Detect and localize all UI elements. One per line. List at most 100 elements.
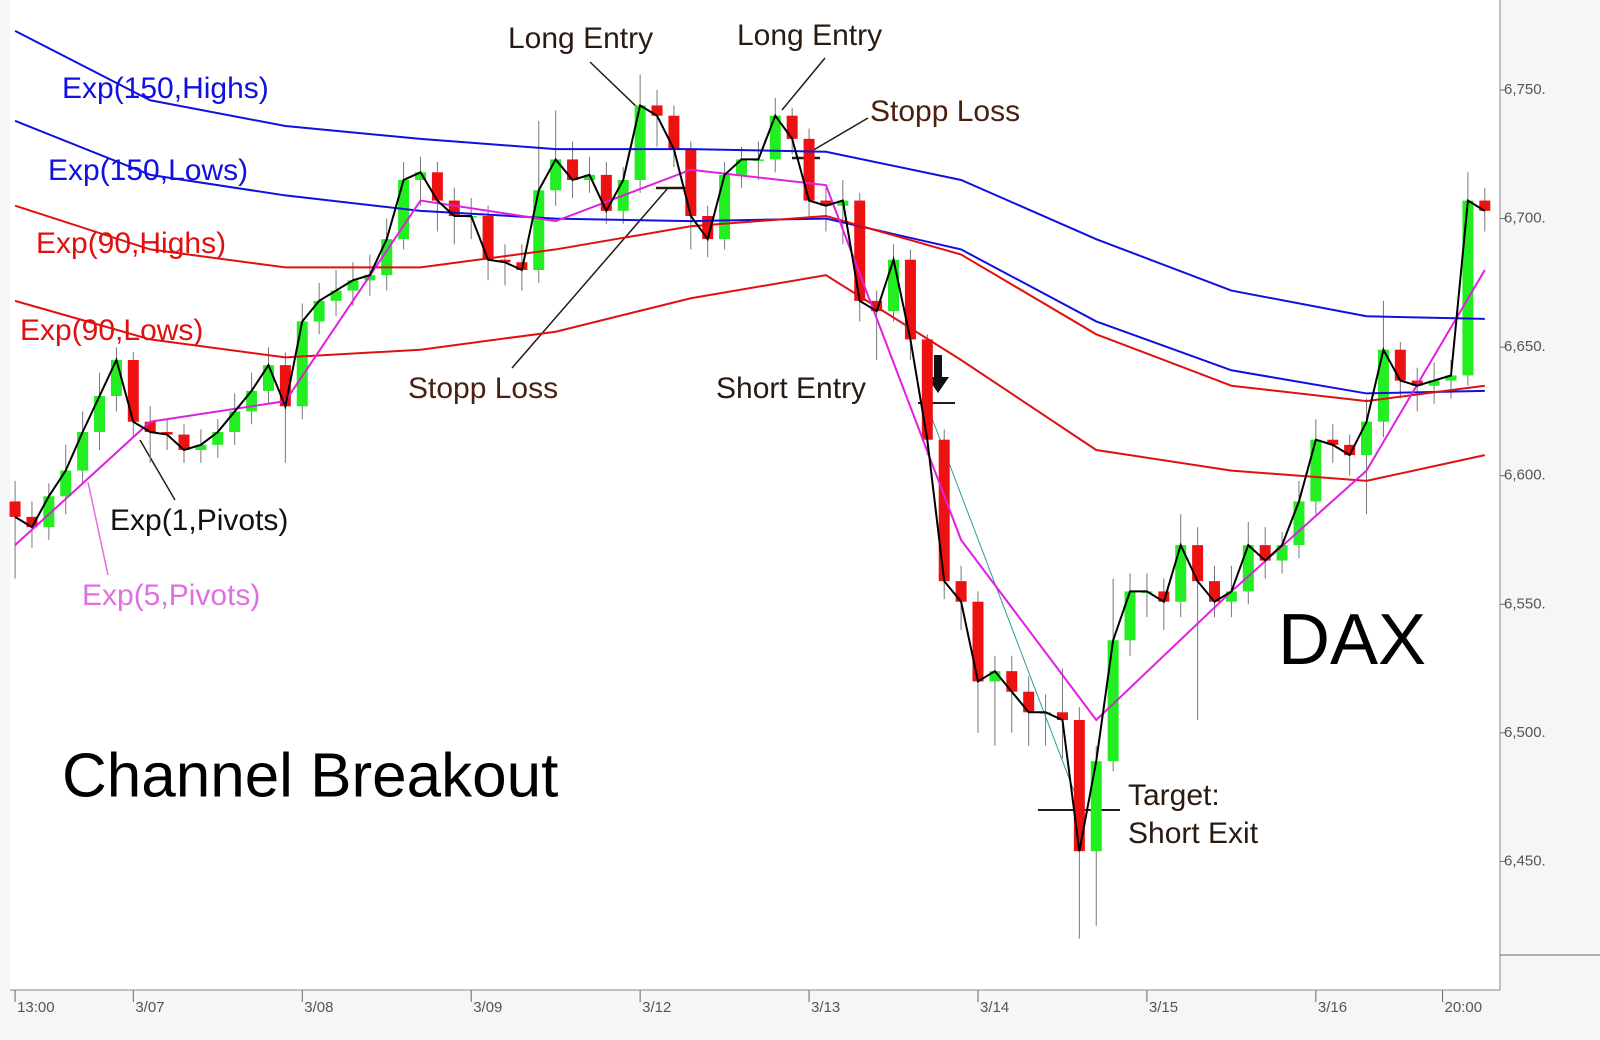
- candle-body: [786, 115, 798, 139]
- candle-body: [431, 172, 443, 201]
- candle-body: [43, 496, 55, 528]
- candle-body: [1361, 421, 1373, 456]
- candle-body: [60, 470, 72, 497]
- candle-body: [77, 432, 89, 471]
- candle-body: [1192, 545, 1204, 582]
- candle-body: [600, 174, 612, 211]
- candle-body: [1090, 761, 1102, 852]
- candle-body: [482, 216, 494, 260]
- x-tick-label: 3/16: [1318, 999, 1347, 1016]
- candle-body: [1225, 591, 1237, 602]
- x-tick-label: 3/07: [135, 999, 164, 1016]
- candle-body: [550, 159, 562, 191]
- candle-body: [1056, 712, 1068, 720]
- candle-body: [364, 275, 376, 281]
- y-tick-label: 6,500.: [1504, 724, 1546, 741]
- candle-body: [1175, 545, 1187, 602]
- candle-body: [583, 174, 595, 180]
- candle-body: [296, 321, 308, 407]
- candle-body: [1377, 349, 1389, 422]
- candle-body: [1462, 200, 1474, 376]
- ma-line: [14, 168, 1486, 722]
- candle-body: [904, 259, 916, 340]
- ma-line: [14, 274, 1486, 482]
- candle-body: [178, 434, 190, 450]
- candle-body: [279, 365, 291, 407]
- series-label: Exp(150,Highs): [62, 72, 269, 105]
- leader: [139, 439, 176, 501]
- candle-body: [1259, 545, 1271, 561]
- y-tick-label: 6,750.: [1504, 81, 1546, 98]
- y-tick-label: 6,700.: [1504, 210, 1546, 227]
- candle-body: [110, 360, 122, 396]
- candle-body: [330, 290, 342, 301]
- candle-body: [1428, 380, 1440, 386]
- ma-line: [14, 119, 1485, 395]
- candle-body: [499, 259, 511, 263]
- leader: [511, 187, 669, 369]
- candle-body: [1445, 375, 1457, 381]
- candle-body: [972, 601, 984, 682]
- candle-body: [634, 105, 646, 180]
- candle-body: [127, 360, 139, 422]
- candle-body: [94, 396, 106, 432]
- leader: [804, 117, 869, 156]
- candle-body: [921, 339, 933, 440]
- pivot-line: [14, 103, 1486, 852]
- annotation: Short Exit: [1128, 817, 1259, 850]
- candle-body: [938, 439, 950, 582]
- x-tick-label: 3/15: [1149, 999, 1178, 1016]
- candle-body: [989, 671, 1001, 682]
- candle-body: [668, 115, 680, 150]
- candle-body: [1006, 671, 1018, 692]
- x-tick-label: 3/13: [811, 999, 840, 1016]
- candle-body: [769, 115, 781, 160]
- candle-body: [1124, 591, 1136, 641]
- y-tick-label: 6,600.: [1504, 467, 1546, 484]
- candle-body: [1479, 200, 1491, 211]
- candle-body: [888, 259, 900, 312]
- candle-body: [803, 138, 815, 201]
- annotation: Channel Breakout: [62, 741, 558, 810]
- candle-body: [955, 581, 967, 602]
- ma-line: [14, 204, 1485, 403]
- candle-body: [702, 216, 714, 240]
- candle-body: [651, 105, 663, 116]
- annotation: Short Entry: [716, 372, 866, 405]
- annotation: Stopp Loss: [408, 372, 558, 405]
- x-tick-label: 3/12: [642, 999, 671, 1016]
- series-label: Exp(150,Lows): [48, 154, 248, 187]
- leader: [87, 481, 109, 576]
- candle-body: [9, 501, 21, 517]
- candle-body: [854, 200, 866, 301]
- candle-body: [1023, 691, 1035, 713]
- candle-body: [161, 432, 173, 435]
- candle-body: [448, 200, 460, 216]
- candle-body: [1107, 640, 1119, 762]
- x-tick-label: 3/09: [473, 999, 502, 1016]
- candle-body: [195, 444, 207, 450]
- candle-body: [685, 149, 697, 216]
- candle-body: [567, 159, 579, 180]
- candle-body: [229, 411, 241, 432]
- candle-body: [735, 159, 747, 175]
- trend-line: [924, 399, 1086, 821]
- candle-body: [262, 365, 274, 391]
- candle-body: [212, 432, 224, 445]
- candle-body: [533, 190, 545, 270]
- candle-body: [1344, 444, 1356, 456]
- candle-body: [1310, 439, 1322, 502]
- candle-body: [415, 172, 427, 180]
- y-tick-label: 6,550.: [1504, 595, 1546, 612]
- annotation: Stopp Loss: [870, 95, 1020, 128]
- candle-body: [381, 239, 393, 276]
- series-label: Exp(1,Pivots): [110, 504, 288, 537]
- series-label: Exp(90,Lows): [20, 314, 203, 347]
- ma-line: [14, 29, 1485, 320]
- annotation: Target:: [1128, 779, 1220, 812]
- candle-body: [1327, 439, 1339, 445]
- candle-body: [1158, 591, 1170, 602]
- series-label: Exp(90,Highs): [36, 227, 226, 260]
- candle-body: [1394, 349, 1406, 381]
- candle-body: [820, 200, 832, 206]
